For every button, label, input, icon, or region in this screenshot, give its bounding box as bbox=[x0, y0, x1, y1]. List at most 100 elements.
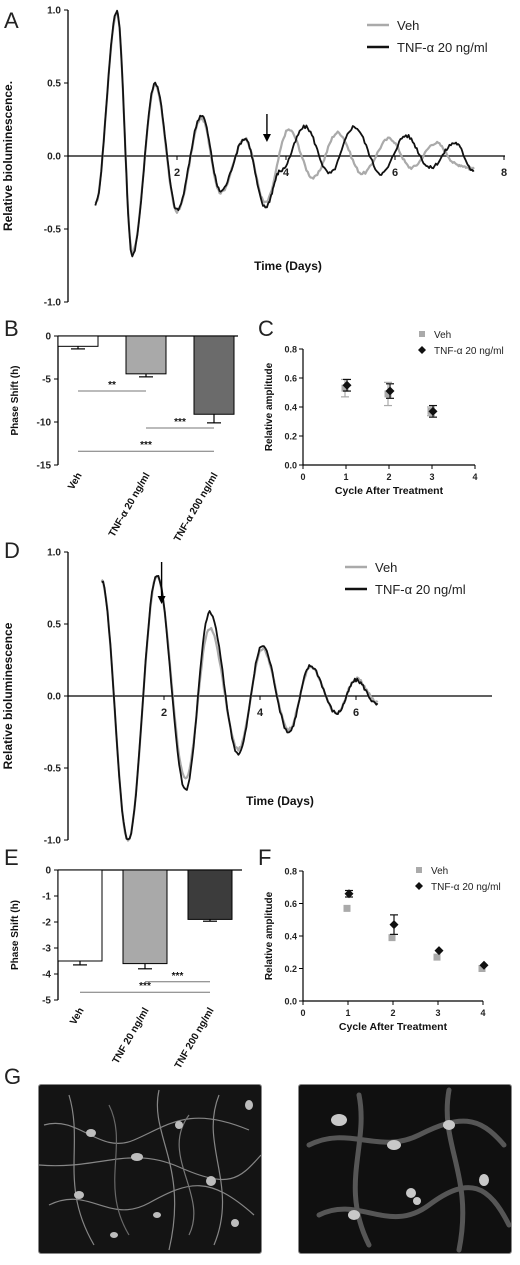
panel-f-chart: 0.0 0.2 0.4 0.6 0.8 0 1 2 3 4 Cycle After Treatmen… bbox=[264, 866, 501, 1033]
y-tick-label: 0.6 bbox=[284, 374, 297, 384]
legend-label-1: TNF-α 20 ng/ml bbox=[397, 40, 488, 55]
data-point-veh-2 bbox=[433, 953, 441, 961]
panel-d-chart: 1.0 0.5 0.0 -0.5 -1.0 2 4 6 Time (Days) Relative … bbox=[1, 548, 492, 847]
category-label-2: TNF 200 ng/ml bbox=[173, 1006, 217, 1071]
y-tick-label: -3 bbox=[42, 944, 51, 955]
x-tick-label: 3 bbox=[429, 472, 434, 482]
data-point-tnf-2 bbox=[434, 946, 444, 956]
y-tick-label: -5 bbox=[42, 375, 51, 386]
category-label-0: Veh bbox=[68, 1006, 86, 1027]
x-tick-label: 2 bbox=[386, 472, 391, 482]
data-point-tnf-3 bbox=[479, 960, 489, 970]
y-tick-label: 1.0 bbox=[47, 6, 61, 17]
legend-label-1: TNF-α 20 ng/ml bbox=[375, 582, 466, 597]
x-tick-label: 4 bbox=[472, 472, 477, 482]
y-tick-label: -15 bbox=[37, 461, 52, 472]
y-tick-label: 0.8 bbox=[284, 867, 297, 877]
legend-marker-veh bbox=[416, 867, 422, 873]
series-line-tnf bbox=[101, 575, 379, 841]
y-tick-label: 1.0 bbox=[47, 548, 61, 559]
x-tick-label: 1 bbox=[343, 472, 348, 482]
y-tick-label: 0.0 bbox=[284, 461, 297, 471]
legend-label-1: TNF-α 20 ng/ml bbox=[434, 346, 504, 357]
category-label-1: TNF-α 20 ng/ml bbox=[107, 471, 153, 539]
data-point-veh-0 bbox=[343, 904, 351, 912]
legend-marker-tnf bbox=[418, 346, 426, 354]
panel-label-d: D bbox=[4, 538, 20, 563]
micrograph-left bbox=[38, 1084, 262, 1254]
y-tick-label: -10 bbox=[37, 418, 52, 429]
data-point-veh-0 bbox=[341, 384, 349, 392]
y-tick-label: 0.2 bbox=[284, 432, 297, 442]
y-tick-label: -1 bbox=[42, 892, 51, 903]
x-tick-label: 8 bbox=[501, 167, 507, 179]
y-tick-label: -1.0 bbox=[44, 836, 62, 847]
panel-a-chart: 1.0 0.5 0.0 -0.5 -1.0 2 4 6 8 Time (Days) Relative… bbox=[1, 6, 507, 309]
category-label-0: Veh bbox=[66, 471, 84, 492]
significance-label-0: *** bbox=[172, 971, 184, 982]
bar-1 bbox=[125, 335, 167, 375]
x-tick-label: 6 bbox=[353, 707, 359, 719]
y-tick-label: 0.4 bbox=[284, 403, 297, 413]
x-tick-label: 2 bbox=[174, 167, 180, 179]
panel-label-e: E bbox=[4, 845, 19, 870]
y-tick-label: 0 bbox=[45, 866, 51, 877]
x-tick-label: 3 bbox=[435, 1008, 440, 1018]
legend-marker-tnf bbox=[415, 882, 423, 890]
data-point-tnf-2 bbox=[428, 406, 438, 416]
panel-label-b: B bbox=[4, 316, 19, 341]
x-axis-title: Cycle After Treatment bbox=[339, 1021, 448, 1033]
y-tick-label: -0.5 bbox=[44, 764, 62, 775]
panel-label-a: A bbox=[4, 8, 19, 33]
y-tick-label: 0.0 bbox=[47, 692, 61, 703]
y-tick-label: -2 bbox=[42, 918, 51, 929]
y-axis-title: Relative amplitude bbox=[264, 362, 275, 451]
y-axis-title: Relative bioluminescence bbox=[1, 622, 15, 769]
legend-label-0: Veh bbox=[431, 866, 448, 877]
category-label-1: TNF 20 ng/ml bbox=[111, 1006, 152, 1066]
bar-0 bbox=[57, 335, 99, 347]
category-label-2: TNF-α 200 ng/ml bbox=[172, 471, 221, 544]
y-tick-label: -1.0 bbox=[44, 298, 62, 309]
legend-label-0: Veh bbox=[397, 18, 419, 33]
legend-label-1: TNF-α 20 ng/ml bbox=[431, 882, 501, 893]
y-tick-label: -0.5 bbox=[44, 225, 62, 236]
data-point-tnf-0 bbox=[342, 380, 352, 390]
y-tick-label: 0 bbox=[45, 332, 51, 343]
panel-label-f: F bbox=[258, 845, 271, 870]
panel-b-chart: 0 -5 -10 -15 Veh TNF-α 20 ng/ml TNF-α 200 ng/m… bbox=[10, 332, 238, 544]
x-tick-label: 0 bbox=[300, 472, 305, 482]
significance-label-1: *** bbox=[174, 417, 186, 428]
panel-c-chart: 0.0 0.2 0.4 0.6 0.8 0 1 2 3 4 Cycle After Treatmen… bbox=[264, 330, 504, 497]
y-tick-label: 0.4 bbox=[284, 932, 297, 942]
y-tick-label: 0.8 bbox=[284, 345, 297, 355]
data-point-veh-3 bbox=[478, 965, 486, 972]
data-point-tnf-1 bbox=[389, 920, 399, 930]
y-tick-label: 0.0 bbox=[284, 997, 297, 1007]
treatment-arrow-head bbox=[157, 596, 166, 604]
x-tick-label: 0 bbox=[300, 1008, 305, 1018]
x-tick-label: 4 bbox=[283, 167, 290, 179]
legend-label-0: Veh bbox=[434, 330, 451, 341]
y-axis-title: Relative amplitude bbox=[264, 891, 275, 980]
x-tick-label: 4 bbox=[257, 707, 264, 719]
y-tick-label: 0.2 bbox=[284, 964, 297, 974]
panel-label-g: G bbox=[4, 1064, 21, 1089]
x-tick-label: 6 bbox=[392, 167, 398, 179]
y-axis-title: Phase Shift (h) bbox=[10, 365, 21, 435]
x-tick-label: 1 bbox=[345, 1008, 350, 1018]
bar-0 bbox=[57, 869, 103, 962]
y-tick-label: 0.0 bbox=[47, 152, 61, 163]
y-tick-label: 0.5 bbox=[47, 620, 61, 631]
x-axis-title: Cycle After Treatment bbox=[335, 485, 444, 497]
y-tick-label: -5 bbox=[42, 996, 51, 1007]
micrograph-right bbox=[298, 1084, 512, 1254]
significance-label-1: *** bbox=[139, 981, 151, 992]
y-tick-label: 0.6 bbox=[284, 899, 297, 909]
panel-label-c: C bbox=[258, 316, 274, 341]
y-axis-title: Phase Shift (h) bbox=[10, 900, 21, 970]
y-tick-label: 0.5 bbox=[47, 79, 61, 90]
treatment-arrow-head bbox=[262, 134, 271, 142]
y-tick-label: -4 bbox=[42, 970, 51, 981]
